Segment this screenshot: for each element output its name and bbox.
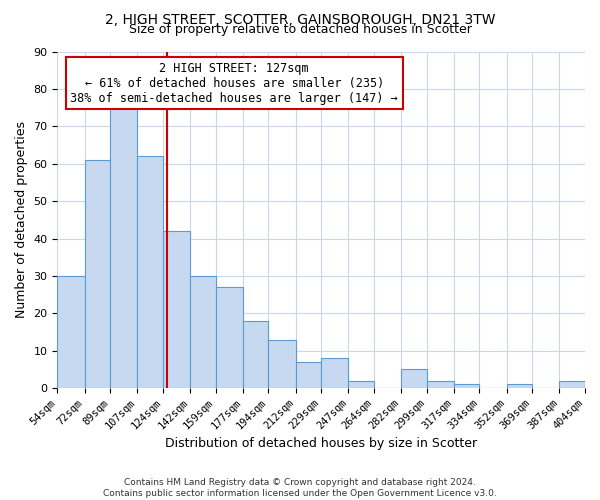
Bar [559,380,585,388]
Bar [427,380,454,388]
Bar [321,358,349,388]
Bar [349,380,374,388]
Text: Contains HM Land Registry data © Crown copyright and database right 2024.
Contai: Contains HM Land Registry data © Crown c… [103,478,497,498]
X-axis label: Distribution of detached houses by size in Scotter: Distribution of detached houses by size … [165,437,477,450]
Bar [58,276,85,388]
Bar [85,160,110,388]
Bar [401,370,427,388]
Text: 2 HIGH STREET: 127sqm
← 61% of detached houses are smaller (235)
38% of semi-det: 2 HIGH STREET: 127sqm ← 61% of detached … [70,62,398,104]
Text: 2, HIGH STREET, SCOTTER, GAINSBOROUGH, DN21 3TW: 2, HIGH STREET, SCOTTER, GAINSBOROUGH, D… [105,12,495,26]
Bar [163,231,190,388]
Bar [268,340,296,388]
Y-axis label: Number of detached properties: Number of detached properties [15,122,28,318]
Bar [110,104,137,388]
Bar [243,321,268,388]
Bar [506,384,532,388]
Bar [585,380,600,388]
Bar [190,276,215,388]
Bar [215,287,243,388]
Bar [454,384,479,388]
Bar [296,362,321,388]
Text: Size of property relative to detached houses in Scotter: Size of property relative to detached ho… [128,22,472,36]
Bar [137,156,163,388]
